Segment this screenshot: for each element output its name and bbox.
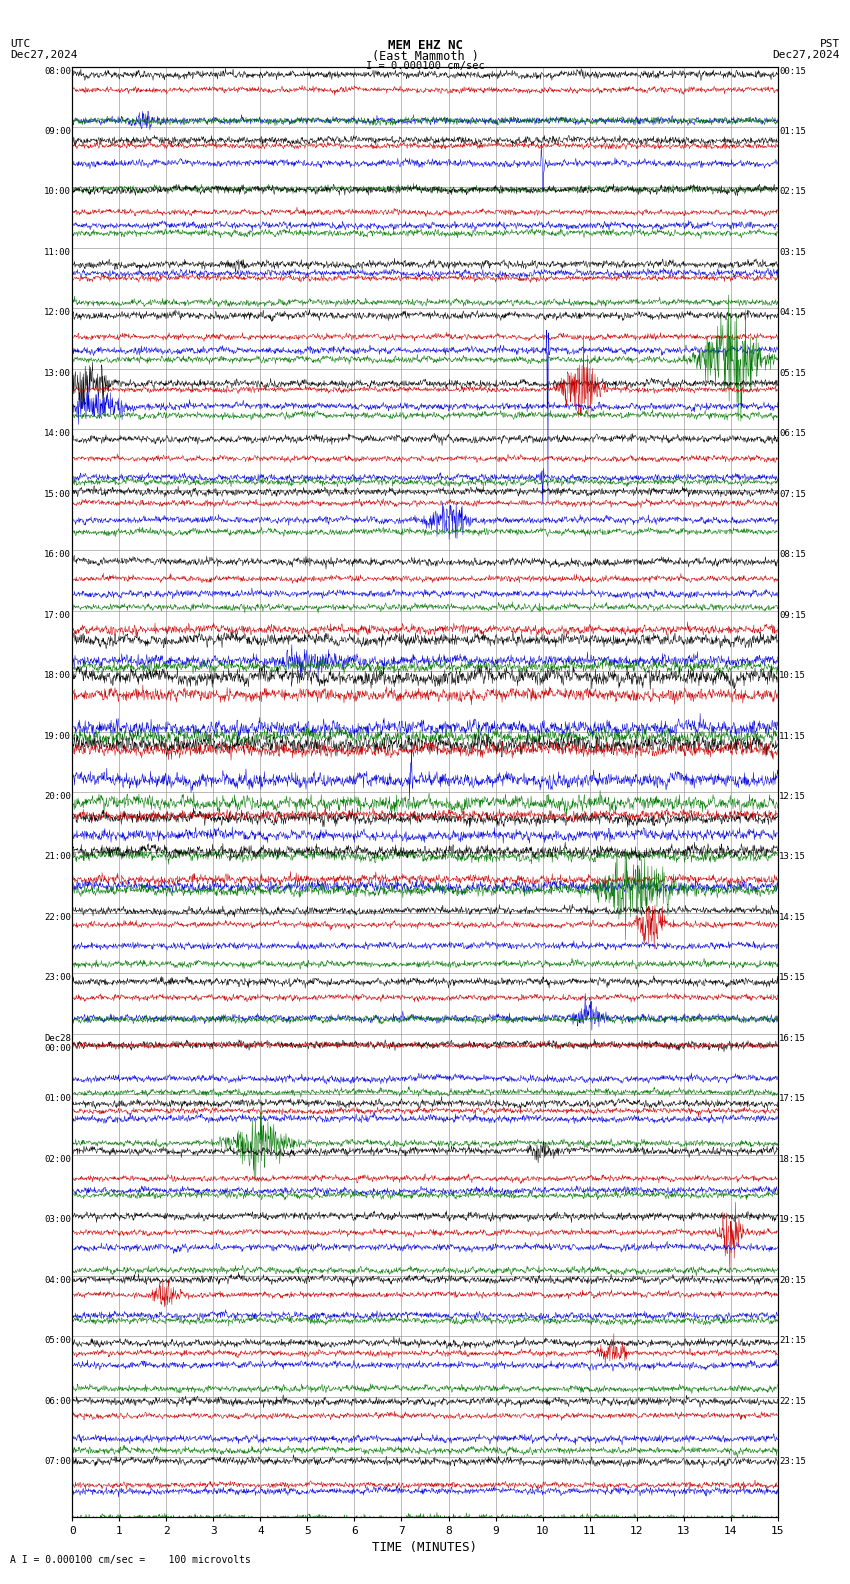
Text: Dec27,2024: Dec27,2024 xyxy=(10,49,77,60)
Text: UTC: UTC xyxy=(10,38,31,49)
Text: PST: PST xyxy=(819,38,840,49)
X-axis label: TIME (MINUTES): TIME (MINUTES) xyxy=(372,1541,478,1554)
Text: I = 0.000100 cm/sec: I = 0.000100 cm/sec xyxy=(366,60,484,71)
Text: MEM EHZ NC: MEM EHZ NC xyxy=(388,38,462,52)
Text: A I = 0.000100 cm/sec =    100 microvolts: A I = 0.000100 cm/sec = 100 microvolts xyxy=(10,1555,251,1565)
Text: Dec27,2024: Dec27,2024 xyxy=(773,49,840,60)
Text: (East Mammoth ): (East Mammoth ) xyxy=(371,49,479,63)
